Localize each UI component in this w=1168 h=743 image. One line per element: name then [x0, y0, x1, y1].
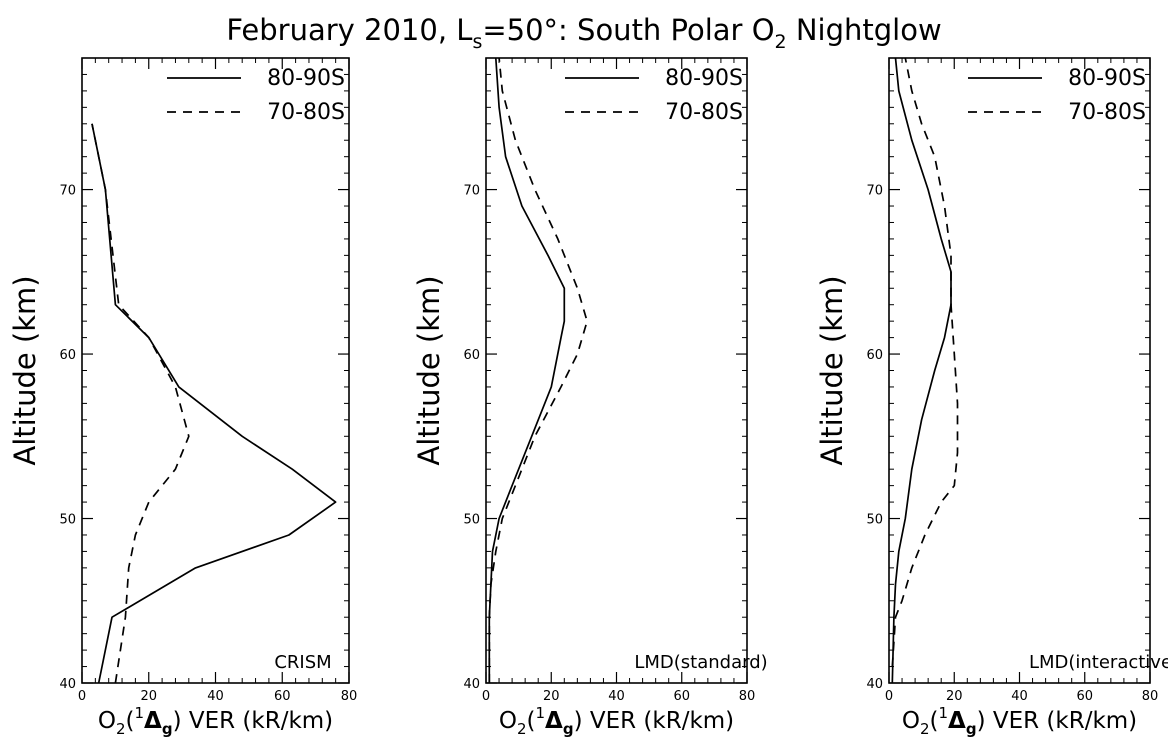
x-tick-label: 40 — [207, 689, 224, 704]
y-axis-label: Altitude (km) — [8, 275, 42, 465]
panel-3: 0 20 40 60 80 40 50 60 70 80-90S 70-80S LMD(interac… — [815, 57, 1168, 738]
y-axis-label: Altitude (km) — [815, 275, 849, 465]
plot-frame — [485, 57, 748, 684]
series-line-70-80S — [91, 123, 190, 684]
x-tick-label: 80 — [1142, 689, 1159, 704]
x-axis-label: O2(1Δg) VER (kR/km) — [902, 704, 1137, 738]
y-tick-label: 40 — [866, 677, 883, 692]
x-tick-label: 60 — [274, 689, 291, 704]
chart-title: February 2010, Ls=50°: South Polar O2 Ni… — [226, 13, 941, 53]
x-axis-label: O2(1Δg) VER (kR/km) — [98, 704, 333, 738]
x-axis-label: O2(1Δg) VER (kR/km) — [499, 704, 734, 738]
x-tick-label: 0 — [78, 689, 86, 704]
y-tick-label: 70 — [59, 184, 76, 199]
series-line-80-90S — [91, 123, 337, 684]
legend-label: 80-90S — [665, 66, 743, 91]
y-tick-label: 70 — [866, 184, 883, 199]
y-tick-label: 60 — [59, 348, 76, 363]
legend-label: 70-80S — [665, 100, 743, 125]
panel-label: LMD(interactive) — [1029, 652, 1168, 673]
panel-label: CRISM — [274, 652, 331, 673]
x-tick-label: 80 — [739, 689, 756, 704]
x-tick-label: 40 — [1011, 689, 1028, 704]
legend-label: 70-80S — [267, 100, 345, 125]
y-tick-label: 50 — [866, 513, 883, 528]
x-tick-label: 20 — [140, 689, 157, 704]
x-tick-label: 20 — [543, 689, 560, 704]
y-tick-label: 40 — [463, 677, 480, 692]
series-line-80-90S — [891, 57, 952, 684]
series-line-70-80S — [891, 57, 959, 667]
y-tick-label: 50 — [59, 513, 76, 528]
y-tick-label: 60 — [463, 348, 480, 363]
panel-1: 0 20 40 60 80 40 50 60 70 80-90S 70-80S CRISM Altitu… — [8, 57, 358, 738]
plot-frame — [888, 57, 1151, 684]
x-tick-label: 80 — [341, 689, 358, 704]
panel-label: LMD(standard) — [634, 652, 767, 673]
y-tick-label: 50 — [463, 513, 480, 528]
x-tick-label: 0 — [885, 689, 893, 704]
y-axis-label: Altitude (km) — [412, 275, 446, 465]
chart-panels: 0 20 40 60 80 40 50 60 70 80-90S 70-80S CRISM Altitu… — [8, 57, 1168, 738]
legend-label: 80-90S — [1068, 66, 1146, 91]
legend-label: 80-90S — [267, 66, 345, 91]
x-tick-label: 0 — [482, 689, 490, 704]
plot-frame — [81, 57, 350, 684]
series-line-70-80S — [488, 57, 588, 683]
x-tick-label: 40 — [608, 689, 625, 704]
x-tick-label: 20 — [946, 689, 963, 704]
panel-2: 0 20 40 60 80 40 50 60 70 80-90S 70-80S LMD(standar… — [412, 57, 768, 738]
y-tick-label: 40 — [59, 677, 76, 692]
x-tick-label: 60 — [673, 689, 690, 704]
series-line-80-90S — [488, 57, 566, 683]
x-tick-label: 60 — [1076, 689, 1093, 704]
y-tick-label: 60 — [866, 348, 883, 363]
legend-label: 70-80S — [1068, 100, 1146, 125]
y-tick-label: 70 — [463, 184, 480, 199]
